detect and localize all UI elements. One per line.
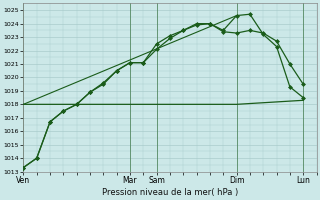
X-axis label: Pression niveau de la mer( hPa ): Pression niveau de la mer( hPa ) xyxy=(102,188,238,197)
